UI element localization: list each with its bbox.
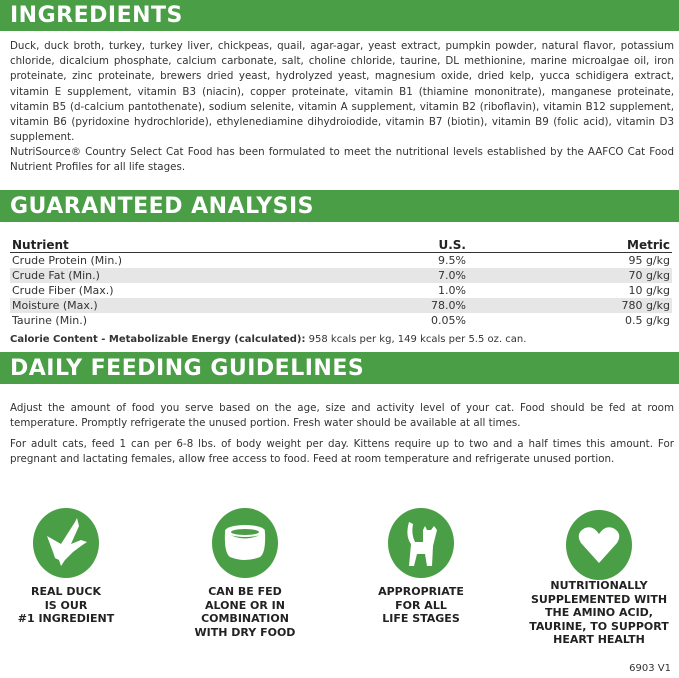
us-value: 78.0% (344, 298, 468, 313)
feeding-paragraph-1: Adjust the amount of food you serve base… (10, 402, 674, 430)
calorie-content: Calorie Content - Metabolizable Energy (… (10, 332, 674, 347)
metric-value: 70 g/kg (468, 268, 672, 283)
product-code: 6903 V1 (629, 663, 671, 674)
badge-taurine: NUTRITIONALLY SUPPLEMENTED WITH THE AMIN… (529, 579, 669, 646)
feeding-paragraph-2: For adult cats, feed 1 can per 6-8 lbs. … (10, 438, 674, 466)
us-value: 1.0% (438, 284, 466, 297)
nutrient: Crude Fiber (Max.) (12, 284, 114, 297)
table-row: Taurine (Min.) 0.05% 0.5 g/kg (10, 313, 672, 328)
badge-can-be-fed: CAN BE FED ALONE OR IN COMBINATION WITH … (194, 585, 296, 639)
table-row: Crude Fat (Min.) 7.0% 70 g/kg (10, 268, 672, 283)
ingredients-text: Duck, duck broth, turkey, turkey liver, … (10, 40, 674, 144)
calorie-label: Calorie Content - Metabolizable Energy (… (10, 334, 306, 345)
metric-value: 0.5 g/kg (624, 314, 670, 327)
nutrient: Taurine (Min.) (12, 314, 88, 327)
table-row: Moisture (Max.) 78.0% 780 g/kg (10, 298, 672, 313)
table-row: Crude Fiber (Max.) 1.0% 10 g/kg (10, 283, 672, 298)
duck-icon (33, 508, 99, 578)
heart-icon (566, 510, 632, 580)
bowl-icon (212, 508, 278, 578)
ingredients-header: INGREDIENTS (0, 0, 679, 31)
aafco-statement: NutriSource® Country Select Cat Food has… (10, 146, 674, 174)
analysis-header: GUARANTEED ANALYSIS (0, 190, 679, 222)
metric-value: 780 g/kg (468, 298, 672, 313)
metric-value: 10 g/kg (628, 284, 670, 297)
us-value: 0.05% (431, 314, 466, 327)
cat-icon (388, 508, 454, 578)
table-row: Crude Protein (Min.) 9.5% 95 g/kg (10, 253, 672, 269)
nutrient: Moisture (Max.) (10, 298, 344, 313)
nutrient: Crude Protein (Min.) (12, 254, 123, 267)
nutrient: Crude Fat (Min.) (10, 268, 344, 283)
us-value: 9.5% (438, 254, 466, 267)
metric-value: 95 g/kg (628, 254, 670, 267)
feeding-header: DAILY FEEDING GUIDELINES (0, 352, 679, 384)
col-us: U.S. (344, 238, 468, 253)
col-metric: Metric (468, 238, 672, 253)
analysis-table: Nutrient U.S. Metric Crude Protein (Min.… (10, 238, 672, 328)
col-nutrient: Nutrient (10, 238, 344, 253)
calorie-value: 958 kcals per kg, 149 kcals per 5.5 oz. … (305, 334, 527, 345)
badge-real-duck: REAL DUCK IS OUR #1 INGREDIENT (17, 585, 115, 625)
us-value: 7.0% (344, 268, 468, 283)
badge-life-stages: APPROPRIATE FOR ALL LIFE STAGES (378, 585, 464, 625)
